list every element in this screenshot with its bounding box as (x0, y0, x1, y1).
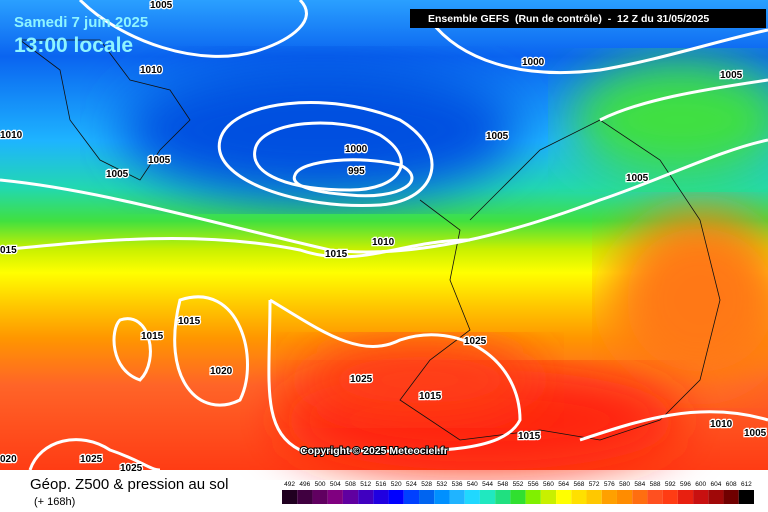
scale-label: 588 (650, 481, 661, 488)
scale-swatch (540, 490, 557, 504)
isobar-label: 1005 (626, 173, 649, 184)
scale-label: 512 (360, 481, 371, 488)
scale-label: 536 (452, 481, 463, 488)
scale-label: 596 (680, 481, 691, 488)
scale-label: 592 (665, 481, 676, 488)
scale-swatch (556, 490, 572, 504)
scale-swatch (525, 490, 541, 504)
scale-label: 568 (573, 481, 584, 488)
scale-label: 560 (543, 481, 554, 488)
isobar-label: 1015 (518, 431, 541, 442)
scale-swatch (449, 490, 465, 504)
scale-swatch (312, 490, 328, 504)
isobar-label: 1005 (150, 0, 173, 11)
scale-label: 520 (391, 481, 402, 488)
isobar-label: 015 (0, 245, 17, 256)
color-scale: 492 496 500 504 508 512 516 520 524 528 532 536 540 5… (282, 481, 754, 504)
scale-swatch (616, 490, 633, 504)
scale-swatch (358, 490, 374, 504)
scale-label: 576 (604, 481, 615, 488)
scale-label: 612 (741, 481, 752, 488)
local-time: 13:00 locale (14, 34, 133, 57)
scale-label: 604 (711, 481, 722, 488)
isobar-label: 1005 (720, 70, 743, 81)
scale-label: 584 (634, 481, 645, 488)
scale-swatch (662, 490, 678, 504)
isobar-label: 1005 (744, 428, 767, 439)
isobar-label: 1005 (486, 131, 509, 142)
scale-label: 500 (315, 481, 326, 488)
model-box (410, 9, 766, 28)
scale-label: 556 (528, 481, 539, 488)
scale-label: 580 (619, 481, 630, 488)
scale-label: 552 (513, 481, 524, 488)
scale-label: 516 (376, 481, 387, 488)
scale-swatch (388, 490, 404, 504)
scale-swatch (677, 490, 694, 504)
scale-swatch (297, 490, 313, 504)
scale-swatch (601, 490, 617, 504)
scale-label: 532 (436, 481, 447, 488)
isobar-label: 1025 (464, 336, 487, 347)
scale-label: 496 (299, 481, 310, 488)
isobar-label: 1025 (80, 454, 103, 465)
scale-swatch (464, 490, 480, 504)
scale-swatch (647, 490, 663, 504)
scale-label: 564 (558, 481, 569, 488)
scale-swatch (373, 490, 389, 504)
isobar-label: 1025 (120, 463, 143, 474)
isobar-label: 1015 (178, 316, 201, 327)
isobar-label: 1010 (140, 65, 163, 76)
scale-label: 544 (482, 481, 493, 488)
map (0, 0, 768, 472)
isobar-label: 020 (0, 454, 17, 465)
isobar-label: 1025 (350, 374, 373, 385)
footer-lead: (+ 168h) (34, 496, 75, 508)
isobar-label: 995 (348, 166, 365, 177)
scale-label: 608 (726, 481, 737, 488)
scale-swatch (738, 490, 754, 504)
isobar-label: 1010 (0, 130, 23, 141)
isobar-label: 1020 (210, 366, 233, 377)
date: Samedi 7 juin 2025 (14, 14, 148, 31)
isobar-label: 1015 (419, 391, 442, 402)
scale-swatch (419, 490, 435, 504)
scale-swatch (708, 490, 724, 504)
scale-swatch (586, 490, 602, 504)
scale-swatch (693, 490, 709, 504)
scale-label: 524 (406, 481, 417, 488)
isobar-label: 1000 (345, 144, 368, 155)
scale-label: 540 (467, 481, 478, 488)
scale-label: 600 (695, 481, 706, 488)
isobar-labels: 1005 1010 1000 1005 1010 1005 1000 995 1… (0, 0, 768, 475)
scale-label: 528 (421, 481, 432, 488)
model-run: Ensemble GEFS (Run de contrôle) - 12 Z d… (428, 13, 709, 25)
scale-swatch (495, 490, 511, 504)
scale-swatch (342, 490, 359, 504)
scale-label: 508 (345, 481, 356, 488)
scale-label: 572 (589, 481, 600, 488)
scale-swatch (510, 490, 526, 504)
scale-swatch (282, 490, 298, 504)
scale-swatch (403, 490, 420, 504)
isobar-label: 1005 (106, 169, 129, 180)
isobar-label: 1015 (141, 331, 164, 342)
scale-swatch (327, 490, 343, 504)
copyright: Copyright © 2025 Meteociel.fr (300, 445, 448, 457)
scale-swatch (479, 490, 496, 504)
scale-swatch (723, 490, 739, 504)
scale-label: 548 (497, 481, 508, 488)
scale-swatch (632, 490, 648, 504)
scale-label: 492 (284, 481, 295, 488)
footer-title: Géop. Z500 & pression au sol (30, 476, 228, 493)
isobar-label: 1010 (372, 237, 395, 248)
isobar-label: 1010 (710, 419, 733, 430)
scale-swatch (434, 490, 450, 504)
scale-swatch (571, 490, 587, 504)
isobar-label: 1000 (522, 57, 545, 68)
scale-label: 504 (330, 481, 341, 488)
isobar-label: 1015 (325, 249, 348, 260)
isobar-label: 1005 (148, 155, 171, 166)
